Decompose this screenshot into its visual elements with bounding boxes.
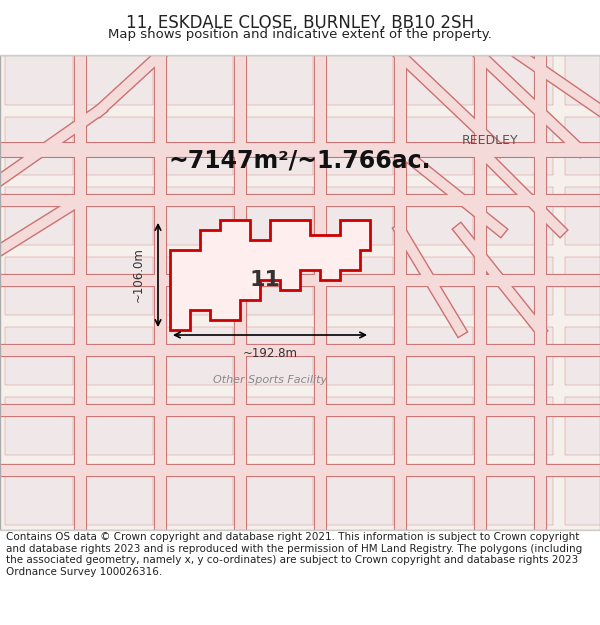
Bar bbox=[485, 47, 553, 105]
Bar bbox=[245, 47, 313, 105]
Bar bbox=[325, 467, 393, 525]
Bar bbox=[485, 467, 553, 525]
Bar bbox=[165, 327, 233, 385]
Bar bbox=[85, 187, 153, 245]
Bar bbox=[565, 397, 600, 455]
Text: ~192.8m: ~192.8m bbox=[242, 347, 298, 360]
Bar bbox=[245, 257, 313, 315]
Text: Map shows position and indicative extent of the property.: Map shows position and indicative extent… bbox=[108, 28, 492, 41]
Bar bbox=[405, 187, 473, 245]
Bar bbox=[405, 327, 473, 385]
Bar bbox=[565, 117, 600, 175]
Bar bbox=[405, 467, 473, 525]
Bar bbox=[405, 117, 473, 175]
Bar bbox=[5, 327, 73, 385]
Bar bbox=[405, 397, 473, 455]
Bar bbox=[165, 397, 233, 455]
Text: Contains OS data © Crown copyright and database right 2021. This information is : Contains OS data © Crown copyright and d… bbox=[6, 532, 582, 577]
Bar bbox=[85, 47, 153, 105]
Bar bbox=[85, 327, 153, 385]
Bar bbox=[485, 397, 553, 455]
Bar bbox=[85, 467, 153, 525]
Bar bbox=[5, 257, 73, 315]
Bar bbox=[165, 467, 233, 525]
Bar bbox=[5, 117, 73, 175]
Bar bbox=[325, 327, 393, 385]
Text: 11: 11 bbox=[250, 270, 281, 290]
Bar bbox=[405, 47, 473, 105]
Bar bbox=[565, 327, 600, 385]
Bar bbox=[5, 187, 73, 245]
Bar bbox=[325, 257, 393, 315]
Bar bbox=[5, 47, 73, 105]
Bar bbox=[565, 187, 600, 245]
Bar bbox=[485, 327, 553, 385]
Bar bbox=[565, 257, 600, 315]
Bar bbox=[405, 257, 473, 315]
Bar bbox=[5, 397, 73, 455]
Bar bbox=[5, 467, 73, 525]
Bar bbox=[165, 257, 233, 315]
Text: 11, ESKDALE CLOSE, BURNLEY, BB10 2SH: 11, ESKDALE CLOSE, BURNLEY, BB10 2SH bbox=[126, 14, 474, 32]
Polygon shape bbox=[170, 220, 370, 330]
Bar bbox=[485, 117, 553, 175]
Bar bbox=[325, 397, 393, 455]
Bar bbox=[165, 187, 233, 245]
Bar bbox=[165, 47, 233, 105]
Text: ~106.0m: ~106.0m bbox=[132, 248, 145, 302]
Text: REEDLEY: REEDLEY bbox=[461, 134, 518, 146]
Bar bbox=[325, 117, 393, 175]
Bar bbox=[485, 187, 553, 245]
Bar bbox=[245, 467, 313, 525]
Bar bbox=[245, 117, 313, 175]
Bar bbox=[245, 397, 313, 455]
Bar bbox=[325, 187, 393, 245]
Bar bbox=[565, 47, 600, 105]
Bar bbox=[85, 397, 153, 455]
Bar bbox=[245, 187, 313, 245]
Text: Other Sports Facility: Other Sports Facility bbox=[213, 375, 327, 385]
Bar bbox=[85, 257, 153, 315]
Bar bbox=[325, 47, 393, 105]
Text: ~7147m²/~1.766ac.: ~7147m²/~1.766ac. bbox=[169, 148, 431, 172]
Bar bbox=[85, 117, 153, 175]
Bar bbox=[485, 257, 553, 315]
Bar bbox=[165, 117, 233, 175]
Bar bbox=[245, 327, 313, 385]
Bar bbox=[565, 467, 600, 525]
